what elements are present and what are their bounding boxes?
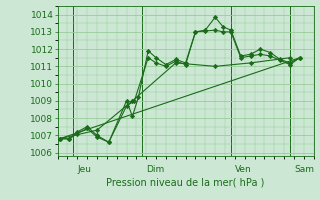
Text: Sam: Sam xyxy=(294,165,314,174)
Text: Ven: Ven xyxy=(235,165,252,174)
Text: Jeu: Jeu xyxy=(77,165,91,174)
Text: Dim: Dim xyxy=(146,165,164,174)
X-axis label: Pression niveau de la mer( hPa ): Pression niveau de la mer( hPa ) xyxy=(107,177,265,187)
